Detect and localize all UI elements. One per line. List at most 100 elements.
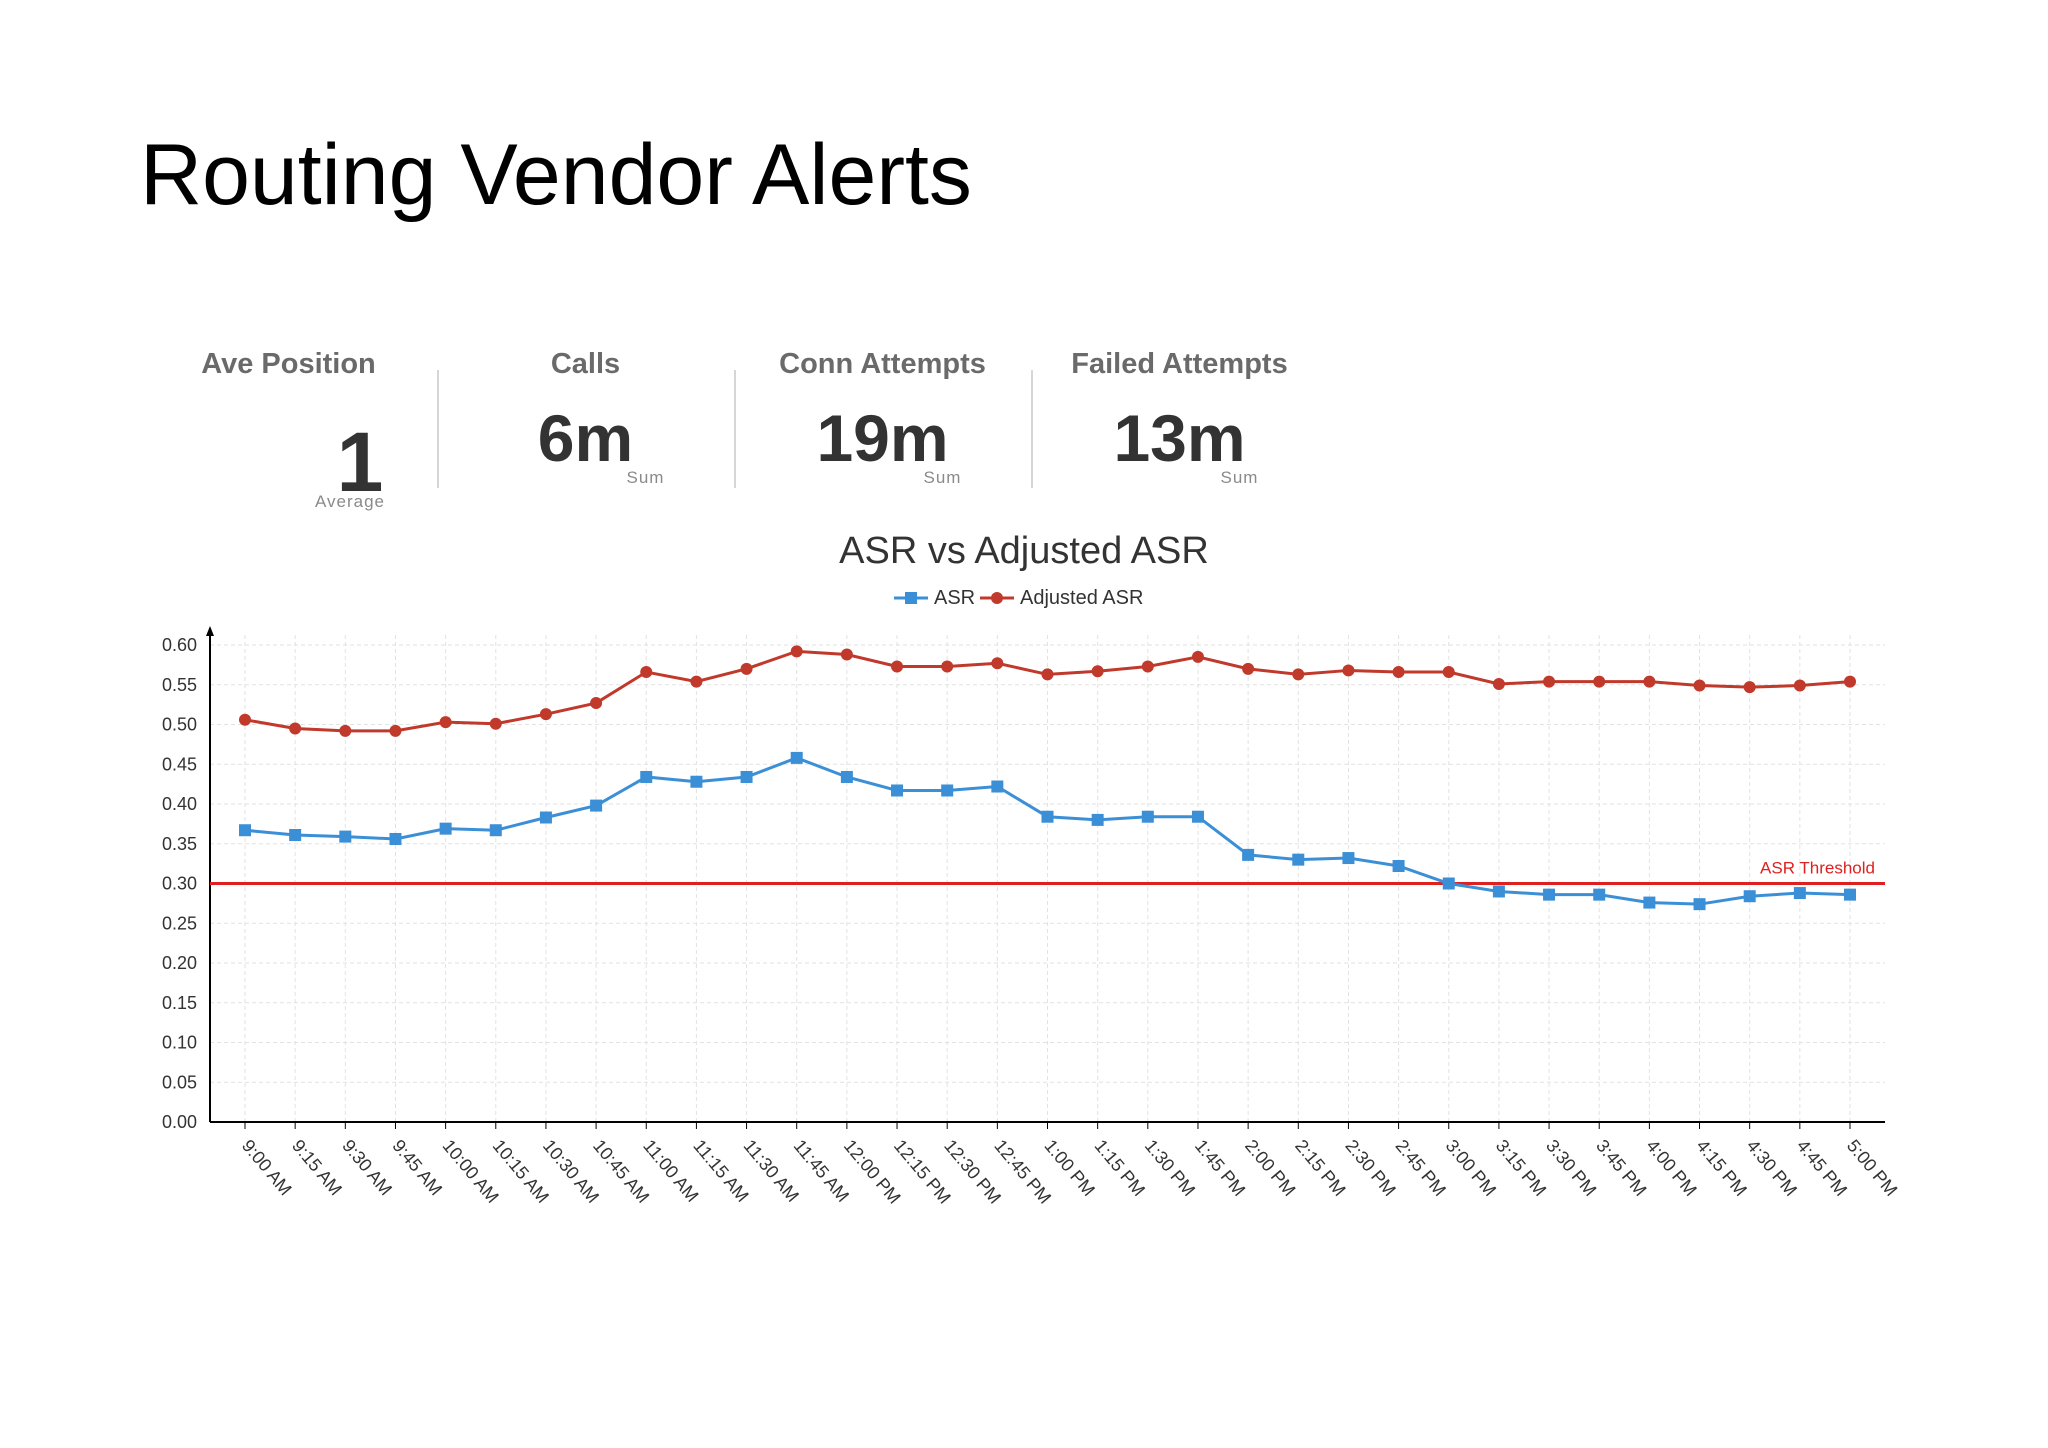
data-point-asr <box>740 770 753 783</box>
y-tick-label: 0.20 <box>162 953 197 973</box>
data-point-adjusted-asr <box>1643 675 1656 688</box>
data-point-asr <box>891 784 904 797</box>
kpi-failed-attempts: Failed Attempts 13m Sum <box>1031 340 1328 510</box>
kpi-label: Calls <box>550 348 621 380</box>
y-tick-label: 0.30 <box>162 874 197 894</box>
x-tick-label: 4:15 PM <box>1692 1136 1750 1200</box>
data-point-adjusted-asr <box>1292 668 1305 681</box>
y-tick-label: 0.15 <box>162 993 197 1013</box>
data-point-asr <box>590 799 603 812</box>
data-point-asr <box>1793 887 1806 900</box>
data-point-adjusted-asr <box>289 722 302 735</box>
data-point-adjusted-asr <box>539 708 552 721</box>
data-point-asr <box>840 770 853 783</box>
kpi-sub: Sum <box>923 468 962 487</box>
data-point-asr <box>1242 848 1255 861</box>
data-point-adjusted-asr <box>1392 666 1405 679</box>
data-point-adjusted-asr <box>389 724 402 737</box>
data-point-asr <box>991 780 1004 793</box>
kpi-label: Failed Attempts <box>1071 348 1288 380</box>
y-tick-label: 0.60 <box>162 635 197 655</box>
x-tick-label: 2:00 PM <box>1241 1136 1299 1200</box>
chart-title: ASR vs Adjusted ASR <box>839 530 1209 572</box>
data-point-adjusted-asr <box>1492 677 1505 690</box>
data-point-asr <box>489 824 502 837</box>
legend-swatch-asr-icon <box>894 592 928 604</box>
legend-swatch-adjusted-asr-icon <box>980 592 1014 604</box>
x-tick-label: 2:15 PM <box>1291 1136 1349 1200</box>
x-tick-label: 1:45 PM <box>1191 1136 1249 1200</box>
x-tick-label: 9:15 AM <box>288 1136 346 1199</box>
data-point-asr <box>1743 890 1756 903</box>
data-point-asr <box>1492 885 1505 898</box>
data-point-adjusted-asr <box>840 648 853 661</box>
kpi-ave-position: Ave Position 1 Average <box>140 340 437 511</box>
data-point-asr <box>1342 852 1355 865</box>
data-point-asr <box>339 830 352 843</box>
x-tick-label: 2:30 PM <box>1341 1136 1399 1200</box>
data-point-asr <box>640 770 653 783</box>
data-point-asr <box>941 784 954 797</box>
data-point-asr <box>1292 853 1305 866</box>
data-point-adjusted-asr <box>991 657 1004 670</box>
data-point-adjusted-asr <box>740 662 753 675</box>
x-tick-label: 4:00 PM <box>1642 1136 1700 1200</box>
data-point-adjusted-asr <box>1342 664 1355 677</box>
data-point-asr <box>1392 860 1405 873</box>
data-point-asr <box>1693 898 1706 911</box>
kpi-divider <box>734 370 736 488</box>
data-point-asr <box>439 822 452 835</box>
data-point-asr <box>539 811 552 824</box>
data-point-asr <box>239 824 251 837</box>
data-point-adjusted-asr <box>891 660 904 673</box>
data-point-adjusted-asr <box>1543 675 1556 688</box>
data-point-adjusted-asr <box>1191 650 1204 663</box>
legend-label: Adjusted ASR <box>1020 587 1144 609</box>
x-tick-label: 3:00 PM <box>1442 1136 1500 1200</box>
y-tick-label: 0.05 <box>162 1072 197 1092</box>
page-title: Routing Vendor Alerts <box>140 127 972 223</box>
data-point-adjusted-asr <box>1743 681 1756 694</box>
data-point-asr <box>1643 896 1656 909</box>
x-tick-label: 2:45 PM <box>1392 1136 1450 1200</box>
data-point-adjusted-asr <box>1141 660 1154 673</box>
y-tick-label: 0.50 <box>162 715 197 735</box>
kpi-label: Conn Attempts <box>779 348 986 380</box>
y-axis-arrow-icon <box>206 626 214 636</box>
data-point-asr <box>1041 810 1054 823</box>
x-tick-label: 5:00 PM <box>1843 1136 1901 1200</box>
data-point-asr <box>790 751 803 764</box>
data-point-asr <box>1543 888 1556 901</box>
y-tick-label: 0.10 <box>162 1033 197 1053</box>
data-point-adjusted-asr <box>1693 679 1706 692</box>
y-tick-label: 0.25 <box>162 913 197 933</box>
kpi-label: Ave Position <box>201 348 376 380</box>
kpi-calls: Calls 6m Sum <box>437 340 734 510</box>
kpi-divider <box>437 370 439 488</box>
legend-label: ASR <box>934 587 976 609</box>
kpi-strip: Ave Position 1 Average Calls 6m Sum Conn… <box>140 340 1328 511</box>
kpi-sub: Sum <box>626 468 665 487</box>
data-point-asr <box>1191 810 1204 823</box>
kpi-value: 1 <box>336 415 384 509</box>
x-tick-label: 4:45 PM <box>1793 1136 1851 1200</box>
data-point-adjusted-asr <box>1593 675 1606 688</box>
data-point-adjusted-asr <box>640 666 653 679</box>
data-point-asr <box>1442 877 1455 890</box>
data-point-adjusted-asr <box>1844 675 1856 688</box>
data-point-asr <box>1091 813 1104 826</box>
x-tick-label: 4:30 PM <box>1743 1136 1801 1200</box>
kpi-divider <box>1031 370 1033 488</box>
y-tick-label: 0.40 <box>162 794 197 814</box>
kpi-sub: Sum <box>1220 468 1259 487</box>
data-point-adjusted-asr <box>790 645 803 658</box>
data-point-asr <box>1844 888 1856 901</box>
x-tick-label: 9:30 AM <box>338 1136 396 1199</box>
data-point-adjusted-asr <box>1091 665 1104 678</box>
threshold-label: ASR Threshold <box>1760 859 1875 878</box>
kpi-conn-attempts: Conn Attempts 19m Sum <box>734 340 1031 510</box>
x-tick-label: 9:45 AM <box>388 1136 446 1199</box>
data-point-adjusted-asr <box>1442 666 1455 679</box>
data-point-adjusted-asr <box>941 660 954 673</box>
